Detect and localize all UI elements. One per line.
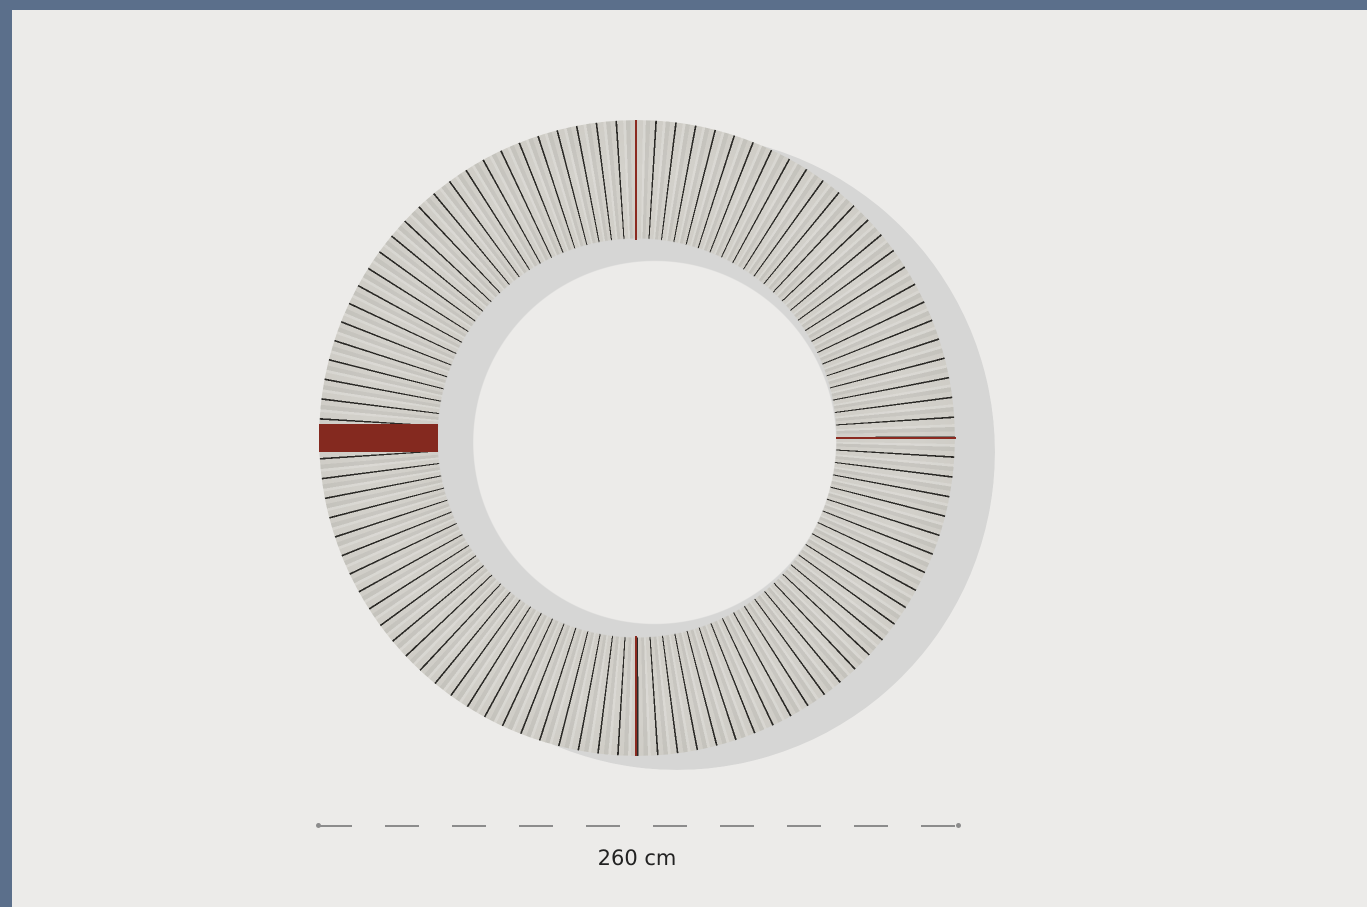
dimension-label: 260 cm — [597, 846, 677, 870]
selected-slat[interactable] — [319, 424, 438, 452]
dimension-line — [318, 825, 958, 827]
dimension-end — [956, 823, 961, 828]
red-seam — [836, 437, 956, 439]
dimension-end — [316, 823, 321, 828]
preview-canvas: 260 cm — [12, 10, 1367, 907]
red-seam — [635, 120, 637, 240]
red-seam — [635, 636, 637, 756]
